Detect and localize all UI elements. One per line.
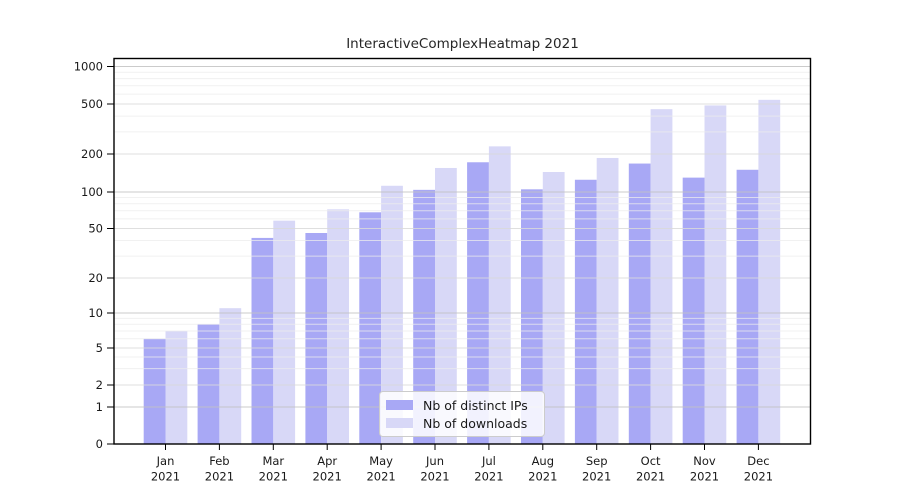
x-tick-label-year: 2021 [636,470,665,484]
bar-distinct-ips-dec [736,169,759,444]
bar-distinct-ips-jun [413,189,435,444]
y-tick-label: 20 [88,271,103,285]
bar-distinct-ips-jul [467,162,489,444]
plot-border [113,57,812,445]
x-tick-label-year: 2021 [690,470,719,484]
y-tick-label: 1 [96,400,103,414]
legend-label-distinct-ips: Nb of distinct IPs [423,397,528,413]
bar-downloads-sep [596,157,619,444]
x-tick-label-year: 2021 [528,470,557,484]
bar-downloads-may [381,185,403,444]
x-tick-label-month: Nov [693,454,716,468]
legend-row-downloads: Nb of downloads [386,414,538,432]
bar-distinct-ips-nov [682,177,705,444]
x-tick-label-year: 2021 [474,470,503,484]
x-tick-label-month: Dec [747,454,769,468]
bar-downloads-aug [542,172,565,444]
y-tick-label: 2 [96,378,103,392]
x-tick-label-month: Apr [317,454,337,468]
y-tick-label: 5 [96,341,103,355]
bar-downloads-jul [488,146,511,445]
bar-distinct-ips-aug [521,189,543,444]
bar-downloads-mar [273,220,296,444]
x-tick-label-month: Oct [641,454,661,468]
x-tick-label-month: Jul [481,454,496,468]
x-tick-label-year: 2021 [151,470,180,484]
bar-downloads-oct [650,109,673,444]
bar-distinct-ips-oct [628,163,651,444]
legend-row-distinct-ips: Nb of distinct IPs [386,396,538,414]
legend-swatch-distinct-ips [386,400,413,410]
bar-downloads-apr [327,209,349,444]
x-tick-label-year: 2021 [582,470,611,484]
bar-downloads-dec [758,99,781,444]
legend-swatch-downloads [386,418,413,428]
x-tick-label-month: Aug [532,454,554,468]
bar-distinct-ips-may [359,212,382,444]
y-tick-label: 200 [81,147,103,161]
y-tick-label: 500 [81,97,103,111]
x-tick-label-month: Jan [156,454,175,468]
y-tick-label: 10 [88,306,103,320]
x-tick-label-year: 2021 [744,470,773,484]
bar-distinct-ips-feb [197,324,220,444]
legend: Nb of distinct IPs Nb of downloads [379,391,545,437]
bar-distinct-ips-jan [143,338,166,444]
bar-downloads-feb [219,308,242,444]
bar-distinct-ips-mar [251,237,274,444]
x-tick-label-year: 2021 [420,470,449,484]
x-tick-label-month: Jun [425,454,444,468]
chart-title: InteractiveComplexHeatmap 2021 [346,36,579,52]
bar-distinct-ips-sep [574,179,597,445]
x-tick-label-year: 2021 [205,470,234,484]
bar-downloads-nov [704,105,727,444]
x-tick-label-month: Sep [586,454,608,468]
legend-label-downloads: Nb of downloads [423,415,528,431]
bar-downloads-jan [165,331,188,444]
x-tick-label-month: May [369,454,393,468]
y-tick-label: 100 [81,185,103,199]
x-tick-label-month: Feb [209,454,229,468]
x-tick-label-year: 2021 [313,470,342,484]
bar-downloads-jun [435,167,457,444]
y-tick-label: 1000 [74,60,103,74]
y-tick-label: 0 [96,437,103,451]
y-tick-label: 50 [88,222,103,236]
x-tick-label-month: Mar [262,454,284,468]
x-tick-label-year: 2021 [366,470,395,484]
x-tick-label-year: 2021 [259,470,288,484]
